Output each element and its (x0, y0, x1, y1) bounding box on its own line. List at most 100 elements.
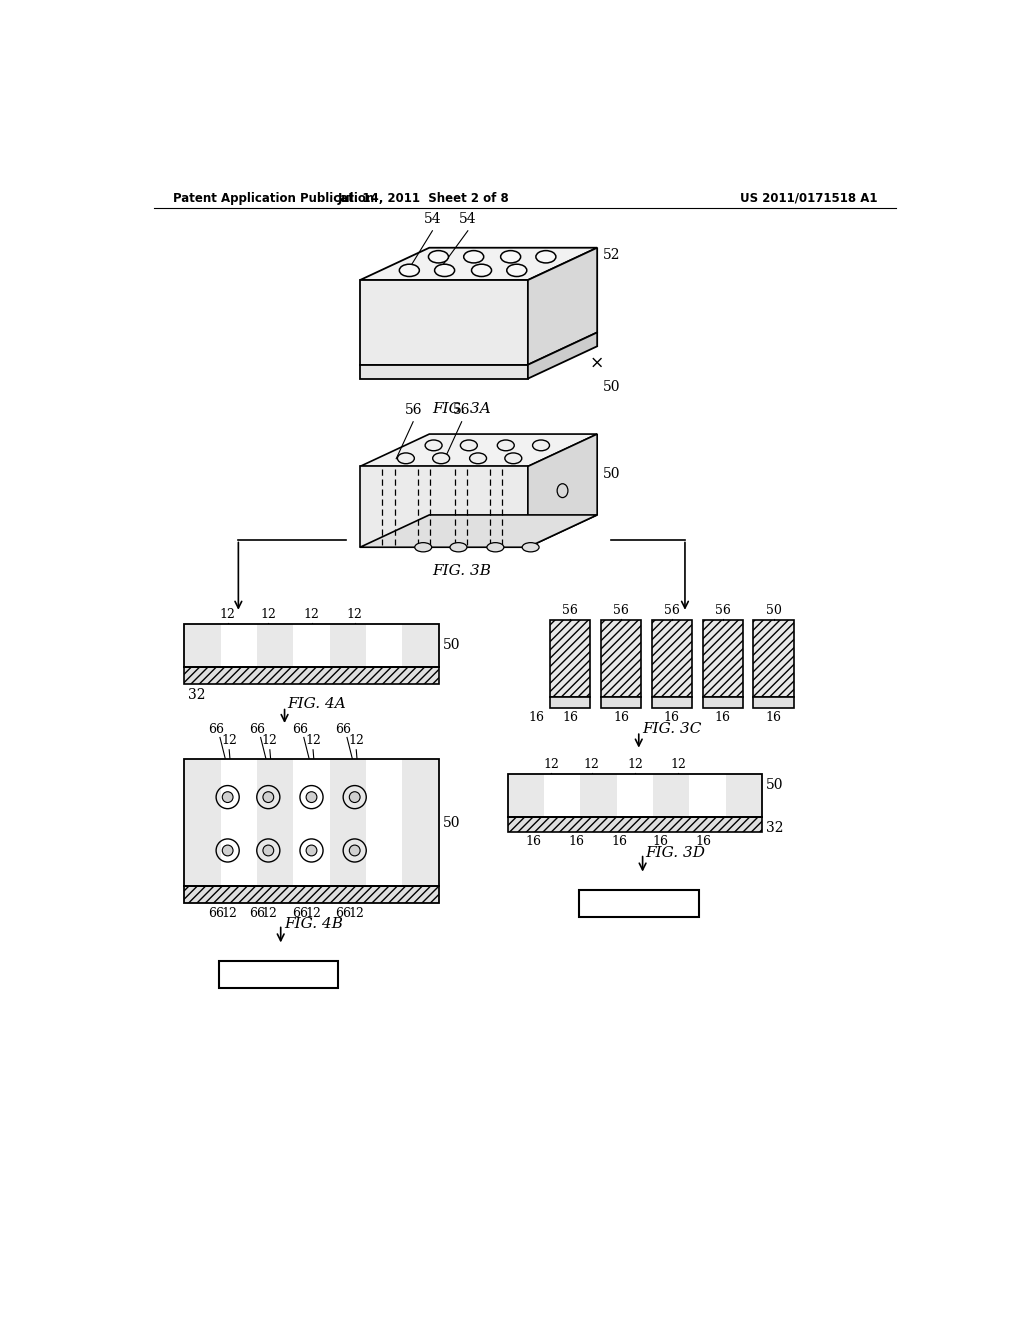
Text: 16: 16 (613, 711, 629, 725)
Bar (601, 620, 641, 697)
Ellipse shape (461, 440, 477, 450)
Text: Jul. 14, 2011  Sheet 2 of 8: Jul. 14, 2011 Sheet 2 of 8 (337, 191, 509, 205)
Text: 12: 12 (221, 907, 238, 920)
Text: US 2011/0171518 A1: US 2011/0171518 A1 (740, 191, 878, 205)
Bar (402, 759, 438, 886)
Text: 12: 12 (627, 758, 643, 771)
Bar (293, 624, 330, 667)
Bar (402, 624, 438, 667)
Bar (601, 697, 641, 708)
Polygon shape (360, 248, 597, 280)
Text: 52: 52 (603, 248, 621, 263)
Text: 12: 12 (348, 907, 365, 920)
Bar (219, 961, 339, 987)
Text: FIG. 3E: FIG. 3E (609, 896, 669, 909)
Text: 16: 16 (766, 711, 781, 725)
Ellipse shape (557, 483, 568, 498)
Text: 16: 16 (652, 836, 669, 849)
Bar (652, 697, 692, 708)
Text: 12: 12 (260, 609, 276, 622)
Bar (366, 624, 402, 667)
Ellipse shape (222, 792, 233, 803)
Polygon shape (360, 280, 528, 364)
Text: 12: 12 (670, 758, 686, 771)
Text: 16: 16 (528, 711, 544, 725)
Text: 16: 16 (568, 836, 585, 849)
Text: 66: 66 (335, 907, 351, 920)
Ellipse shape (450, 543, 467, 552)
Text: 12: 12 (221, 734, 238, 747)
Ellipse shape (263, 845, 273, 855)
Bar (508, 775, 762, 817)
Text: 56: 56 (715, 605, 731, 618)
Text: 56: 56 (664, 605, 680, 618)
Text: 12: 12 (220, 609, 236, 622)
Bar (653, 775, 689, 817)
Text: 66: 66 (208, 907, 224, 920)
Ellipse shape (487, 543, 504, 552)
Text: 54: 54 (424, 213, 441, 226)
Text: 56: 56 (404, 403, 422, 417)
Text: 50: 50 (603, 380, 621, 395)
Text: FIG. 4C: FIG. 4C (249, 966, 308, 981)
Bar (544, 775, 581, 817)
Bar (580, 890, 698, 917)
Text: 66: 66 (249, 907, 265, 920)
Ellipse shape (349, 845, 360, 855)
Bar (726, 775, 762, 817)
Bar (184, 667, 438, 684)
Text: 12: 12 (305, 734, 321, 747)
Bar (184, 624, 221, 667)
Text: FIG. 3D: FIG. 3D (646, 846, 706, 861)
Bar (652, 620, 692, 697)
Text: 50: 50 (766, 779, 783, 792)
Bar (184, 624, 438, 667)
Bar (184, 886, 438, 903)
Ellipse shape (532, 440, 550, 450)
Ellipse shape (425, 440, 442, 450)
Text: 12: 12 (584, 758, 600, 771)
Text: 54: 54 (459, 213, 476, 226)
Text: 12: 12 (262, 734, 278, 747)
Bar (184, 759, 438, 886)
Text: 12: 12 (543, 758, 559, 771)
Ellipse shape (464, 251, 483, 263)
Polygon shape (528, 248, 597, 364)
Text: 16: 16 (611, 836, 628, 849)
Text: 16: 16 (664, 711, 680, 725)
Bar (330, 624, 366, 667)
Text: 12: 12 (305, 907, 321, 920)
Bar (257, 624, 293, 667)
Polygon shape (360, 466, 528, 548)
Bar (689, 775, 726, 817)
Polygon shape (528, 434, 597, 548)
Polygon shape (528, 333, 597, 379)
Bar (330, 759, 366, 886)
Text: 50: 50 (442, 816, 460, 829)
Text: 66: 66 (208, 723, 224, 737)
Ellipse shape (471, 264, 492, 276)
Ellipse shape (522, 543, 539, 552)
Ellipse shape (498, 440, 514, 450)
Bar (581, 775, 616, 817)
Ellipse shape (470, 453, 486, 463)
Text: 12: 12 (262, 907, 278, 920)
Text: 32: 32 (188, 688, 206, 702)
Text: 50: 50 (442, 639, 460, 652)
Text: 12: 12 (348, 734, 365, 747)
Ellipse shape (306, 845, 316, 855)
Bar (702, 620, 742, 697)
Bar (702, 697, 742, 708)
Text: 66: 66 (292, 907, 308, 920)
Ellipse shape (433, 453, 450, 463)
Bar (550, 620, 590, 697)
Text: 50: 50 (603, 467, 621, 480)
Text: FIG. 3C: FIG. 3C (642, 722, 701, 737)
Text: 56: 56 (613, 605, 629, 618)
Polygon shape (360, 434, 597, 466)
Ellipse shape (505, 453, 522, 463)
Bar (184, 759, 221, 886)
Text: 66: 66 (249, 723, 265, 737)
Text: FIG. 4B: FIG. 4B (284, 917, 343, 931)
Text: 56: 56 (453, 403, 470, 417)
